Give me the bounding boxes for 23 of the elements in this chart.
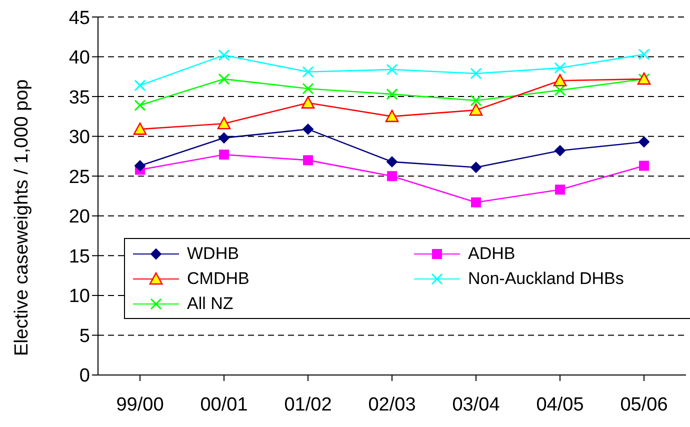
x-tick-label: 00/01 <box>200 394 248 416</box>
y-tick-label: 10 <box>68 286 90 308</box>
y-tick-label: 45 <box>68 8 90 29</box>
x-tick-label: 05/06 <box>620 394 668 416</box>
y-tick-label: 25 <box>68 166 90 188</box>
y-axis-title: Elective caseweights / 1,000 pop <box>12 79 33 356</box>
x-tick-label: 03/04 <box>452 394 500 416</box>
y-tick-label: 20 <box>68 206 90 228</box>
x-tick-label: 99/00 <box>116 394 164 416</box>
legend-label: WDHB <box>187 244 239 264</box>
legend-label: Non-Auckland DHBs <box>468 268 624 288</box>
legend-label: All NZ <box>187 294 234 314</box>
legend-label: ADHB <box>468 244 516 264</box>
x-tick-label: 01/02 <box>284 394 332 416</box>
x-tick-label: 02/03 <box>368 394 416 416</box>
y-tick-label: 5 <box>79 326 90 347</box>
y-tick-label: 30 <box>68 127 90 148</box>
y-tick-label: 40 <box>68 48 90 69</box>
y-tick-label: 15 <box>68 246 90 268</box>
y-tick-label: 0 <box>79 366 90 387</box>
legend-label: CMDHB <box>187 268 250 288</box>
y-tick-label: 35 <box>68 87 90 108</box>
x-tick-label: 04/05 <box>536 394 584 416</box>
